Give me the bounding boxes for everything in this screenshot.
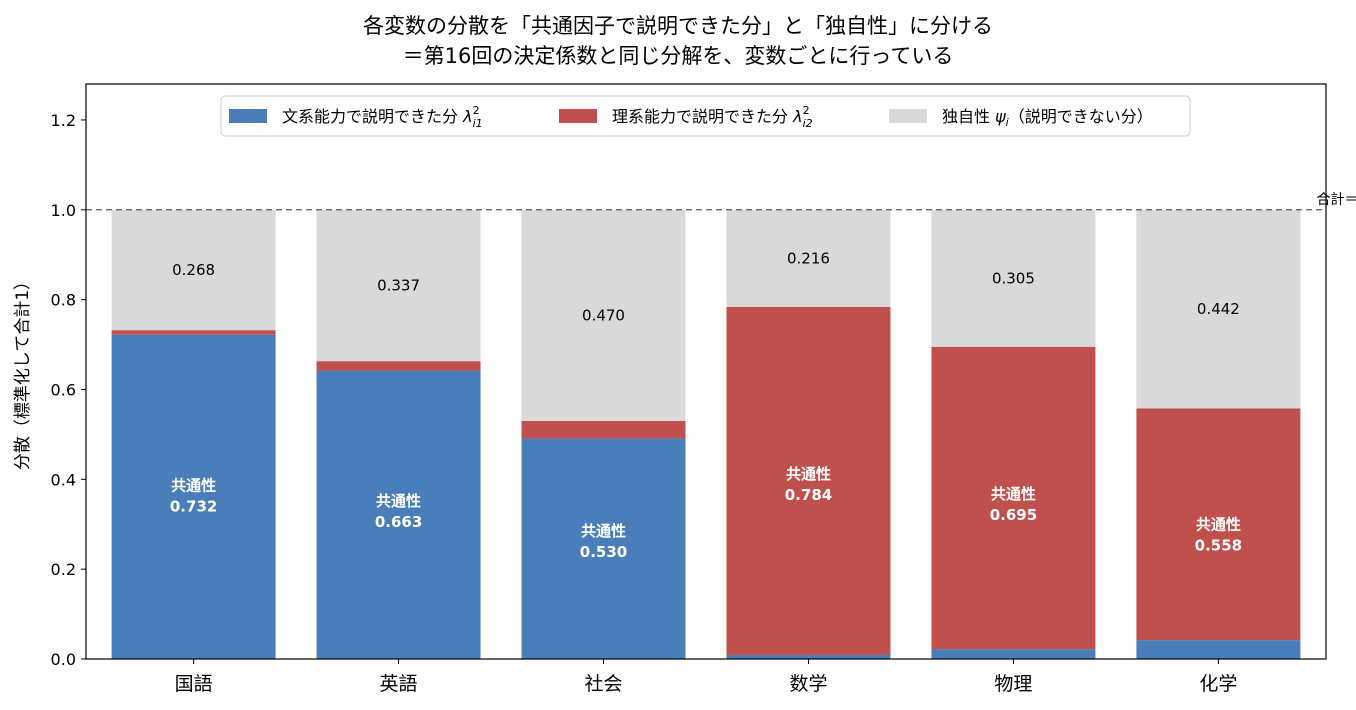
- communality-value-label: 0.695: [990, 506, 1037, 524]
- communality-caption: 共通性: [991, 485, 1036, 503]
- legend-swatch-1: [229, 109, 267, 123]
- communality-caption: 共通性: [376, 492, 421, 510]
- bar-segment-1: [111, 334, 276, 659]
- bar-segment-3: [726, 209, 891, 307]
- bar-segment-2: [111, 330, 276, 335]
- x-tick-label: 社会: [585, 673, 623, 695]
- uniqueness-value-label: 0.470: [582, 306, 625, 324]
- bar-segment-2: [1136, 408, 1301, 641]
- y-axis-label: 分散（標準化して合計1）: [13, 273, 33, 470]
- bar-segment-2: [931, 346, 1096, 650]
- plot-frame: [85, 83, 1327, 660]
- legend-box: [220, 95, 1191, 137]
- uniqueness-value-label: 0.305: [992, 269, 1035, 287]
- y-tick-label: 0.8: [51, 291, 76, 310]
- bar-segment-3: [111, 209, 276, 331]
- bar-segment-1: [521, 438, 686, 659]
- communality-value-label: 0.530: [580, 543, 627, 561]
- legend-swatch-3: [889, 109, 927, 123]
- y-tick-label: 1.0: [51, 201, 76, 220]
- communality-value-label: 0.558: [1195, 537, 1242, 555]
- bar-segment-3: [931, 209, 1096, 347]
- x-tick-label: 国語: [175, 673, 213, 695]
- x-tick-label: 物理: [994, 673, 1032, 695]
- communality-caption: 共通性: [786, 465, 831, 483]
- legend-label-2: 理系能力で説明できた分 λ2 i2: [612, 104, 813, 130]
- uniqueness-value-label: 0.216: [787, 249, 830, 267]
- chart-title: 各変数の分散を「共通因子で説明できた分」と「独自性」に分ける: [363, 14, 993, 38]
- y-tick-label: 0.4: [51, 470, 76, 489]
- x-tick-label: 化学: [1199, 673, 1237, 695]
- bar-segment-2: [726, 306, 891, 655]
- bar-segment-3: [521, 209, 686, 421]
- bar-segment-3: [1136, 209, 1301, 409]
- uniqueness-value-label: 0.337: [377, 276, 420, 294]
- communality-caption: 共通性: [171, 477, 216, 495]
- communality-caption: 共通性: [1196, 516, 1241, 534]
- y-tick-label: 0.2: [51, 560, 76, 579]
- y-tick-label: 0.0: [51, 650, 76, 669]
- bar-segment-3: [316, 209, 481, 362]
- y-tick-label: 0.6: [51, 380, 76, 399]
- bar-segment-1: [726, 654, 891, 659]
- x-tick-label: 数学: [789, 673, 827, 695]
- legend-label-1: 文系能力で説明できた分 λ2 i1: [282, 104, 483, 130]
- legend-swatch-2: [559, 109, 597, 123]
- communality-caption: 共通性: [581, 522, 626, 540]
- bar-segment-2: [316, 361, 481, 371]
- communality-value-label: 0.732: [170, 498, 217, 516]
- uniqueness-value-label: 0.442: [1197, 300, 1240, 318]
- legend-label-3: 独自性 ψi（説明できない分）: [942, 107, 1153, 129]
- uniqueness-value-label: 0.268: [172, 261, 215, 279]
- bar-segment-2: [521, 420, 686, 439]
- reference-line-label: 合計＝1: [1317, 192, 1356, 208]
- x-tick-label: 英語: [380, 673, 418, 695]
- communality-value-label: 0.784: [785, 486, 832, 504]
- communality-value-label: 0.663: [375, 513, 422, 531]
- y-tick-label: 1.2: [51, 111, 76, 130]
- bar-segment-1: [316, 370, 481, 659]
- bar-segment-1: [931, 649, 1096, 659]
- chart-subtitle: ＝第16回の決定係数と同じ分解を、変数ごとに行っている: [402, 44, 954, 68]
- bar-segment-1: [1136, 640, 1301, 659]
